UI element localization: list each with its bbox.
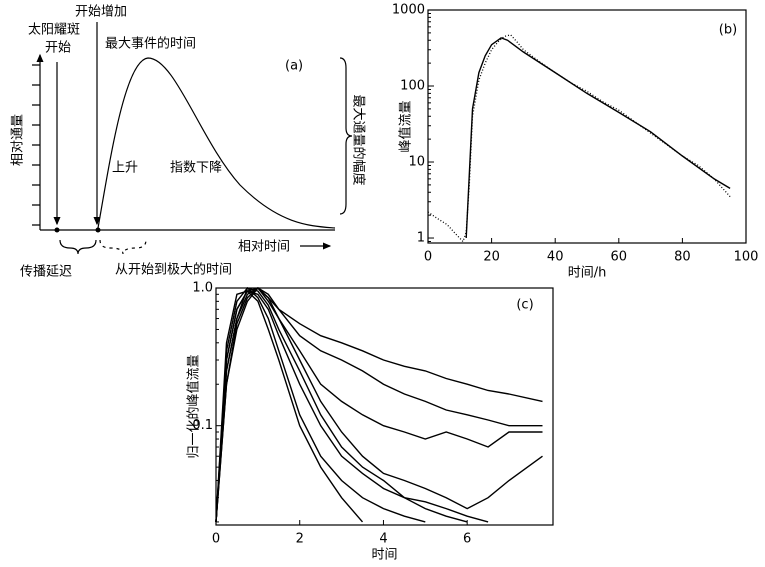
- x-tick-label: 4: [379, 532, 387, 547]
- panel-label: (c): [516, 298, 533, 313]
- annotation: 最大通量的幅度: [351, 94, 367, 185]
- y-tick-label: 0.1: [192, 418, 213, 433]
- panel-label: (a): [285, 59, 303, 74]
- y-tick-label: 1000: [392, 3, 425, 18]
- x-tick-label: 60: [611, 250, 628, 265]
- series-line: [215, 286, 543, 522]
- series-line: [215, 286, 426, 523]
- series-line: [215, 286, 543, 522]
- x-tick-label: 100: [734, 250, 759, 265]
- x-tick-label: 0: [424, 250, 432, 265]
- y-tick-label: 1.0: [192, 281, 213, 296]
- x-tick-label: 20: [483, 250, 500, 265]
- x-tick-label: 40: [547, 250, 564, 265]
- y-axis-label: 相对通量: [11, 114, 26, 166]
- series-line: [215, 290, 489, 523]
- y-tick-label: 1: [417, 231, 425, 246]
- annotation: 从开始到极大的时间: [115, 262, 232, 278]
- plot-frame: [427, 9, 747, 244]
- brace: [99, 239, 147, 255]
- x-axis-label: 时间: [371, 548, 397, 563]
- series-line: [215, 287, 543, 522]
- point: [54, 227, 60, 233]
- panel-label: (b): [719, 23, 737, 38]
- point: [95, 227, 101, 233]
- annotation: 开始增加: [75, 5, 127, 20]
- x-axis-label: 相对时间: [238, 240, 290, 255]
- annotation: 太阳耀斑: [28, 23, 80, 38]
- annotation: 指数下降: [170, 161, 222, 176]
- annotation: 开始: [45, 41, 71, 56]
- x-axis-label: 时间/h: [568, 266, 607, 281]
- annotation: 传播延迟: [20, 265, 72, 280]
- x-tick-label: 6: [463, 532, 471, 547]
- y-tick-label: 10: [408, 155, 425, 170]
- y-ticks: [32, 64, 40, 226]
- y-tick-label: 100: [400, 79, 425, 94]
- x-tick-label: 80: [674, 250, 691, 265]
- panel-a: 太阳耀斑 开始 开始增加 最大事件的时间 (a) 相对通量 最大通量的幅度 上升…: [11, 5, 367, 280]
- x-tick-label: 0: [212, 532, 220, 547]
- series-line: [215, 287, 468, 523]
- plot-frame: [215, 287, 554, 526]
- y-axis-label: 归一化的峰值流量: [186, 354, 202, 458]
- series-line: [215, 290, 364, 523]
- schematic-curve: [97, 57, 336, 229]
- y-axis-label: 峰值流量: [398, 100, 414, 152]
- series-line: [465, 37, 731, 239]
- x-tick-label: 2: [296, 532, 304, 547]
- series-line: [427, 34, 731, 243]
- brace: [59, 239, 97, 255]
- series-line: [215, 287, 543, 522]
- brace: [339, 57, 353, 215]
- annotation: 最大事件的时间: [105, 36, 196, 52]
- annotation: 上升: [112, 161, 138, 176]
